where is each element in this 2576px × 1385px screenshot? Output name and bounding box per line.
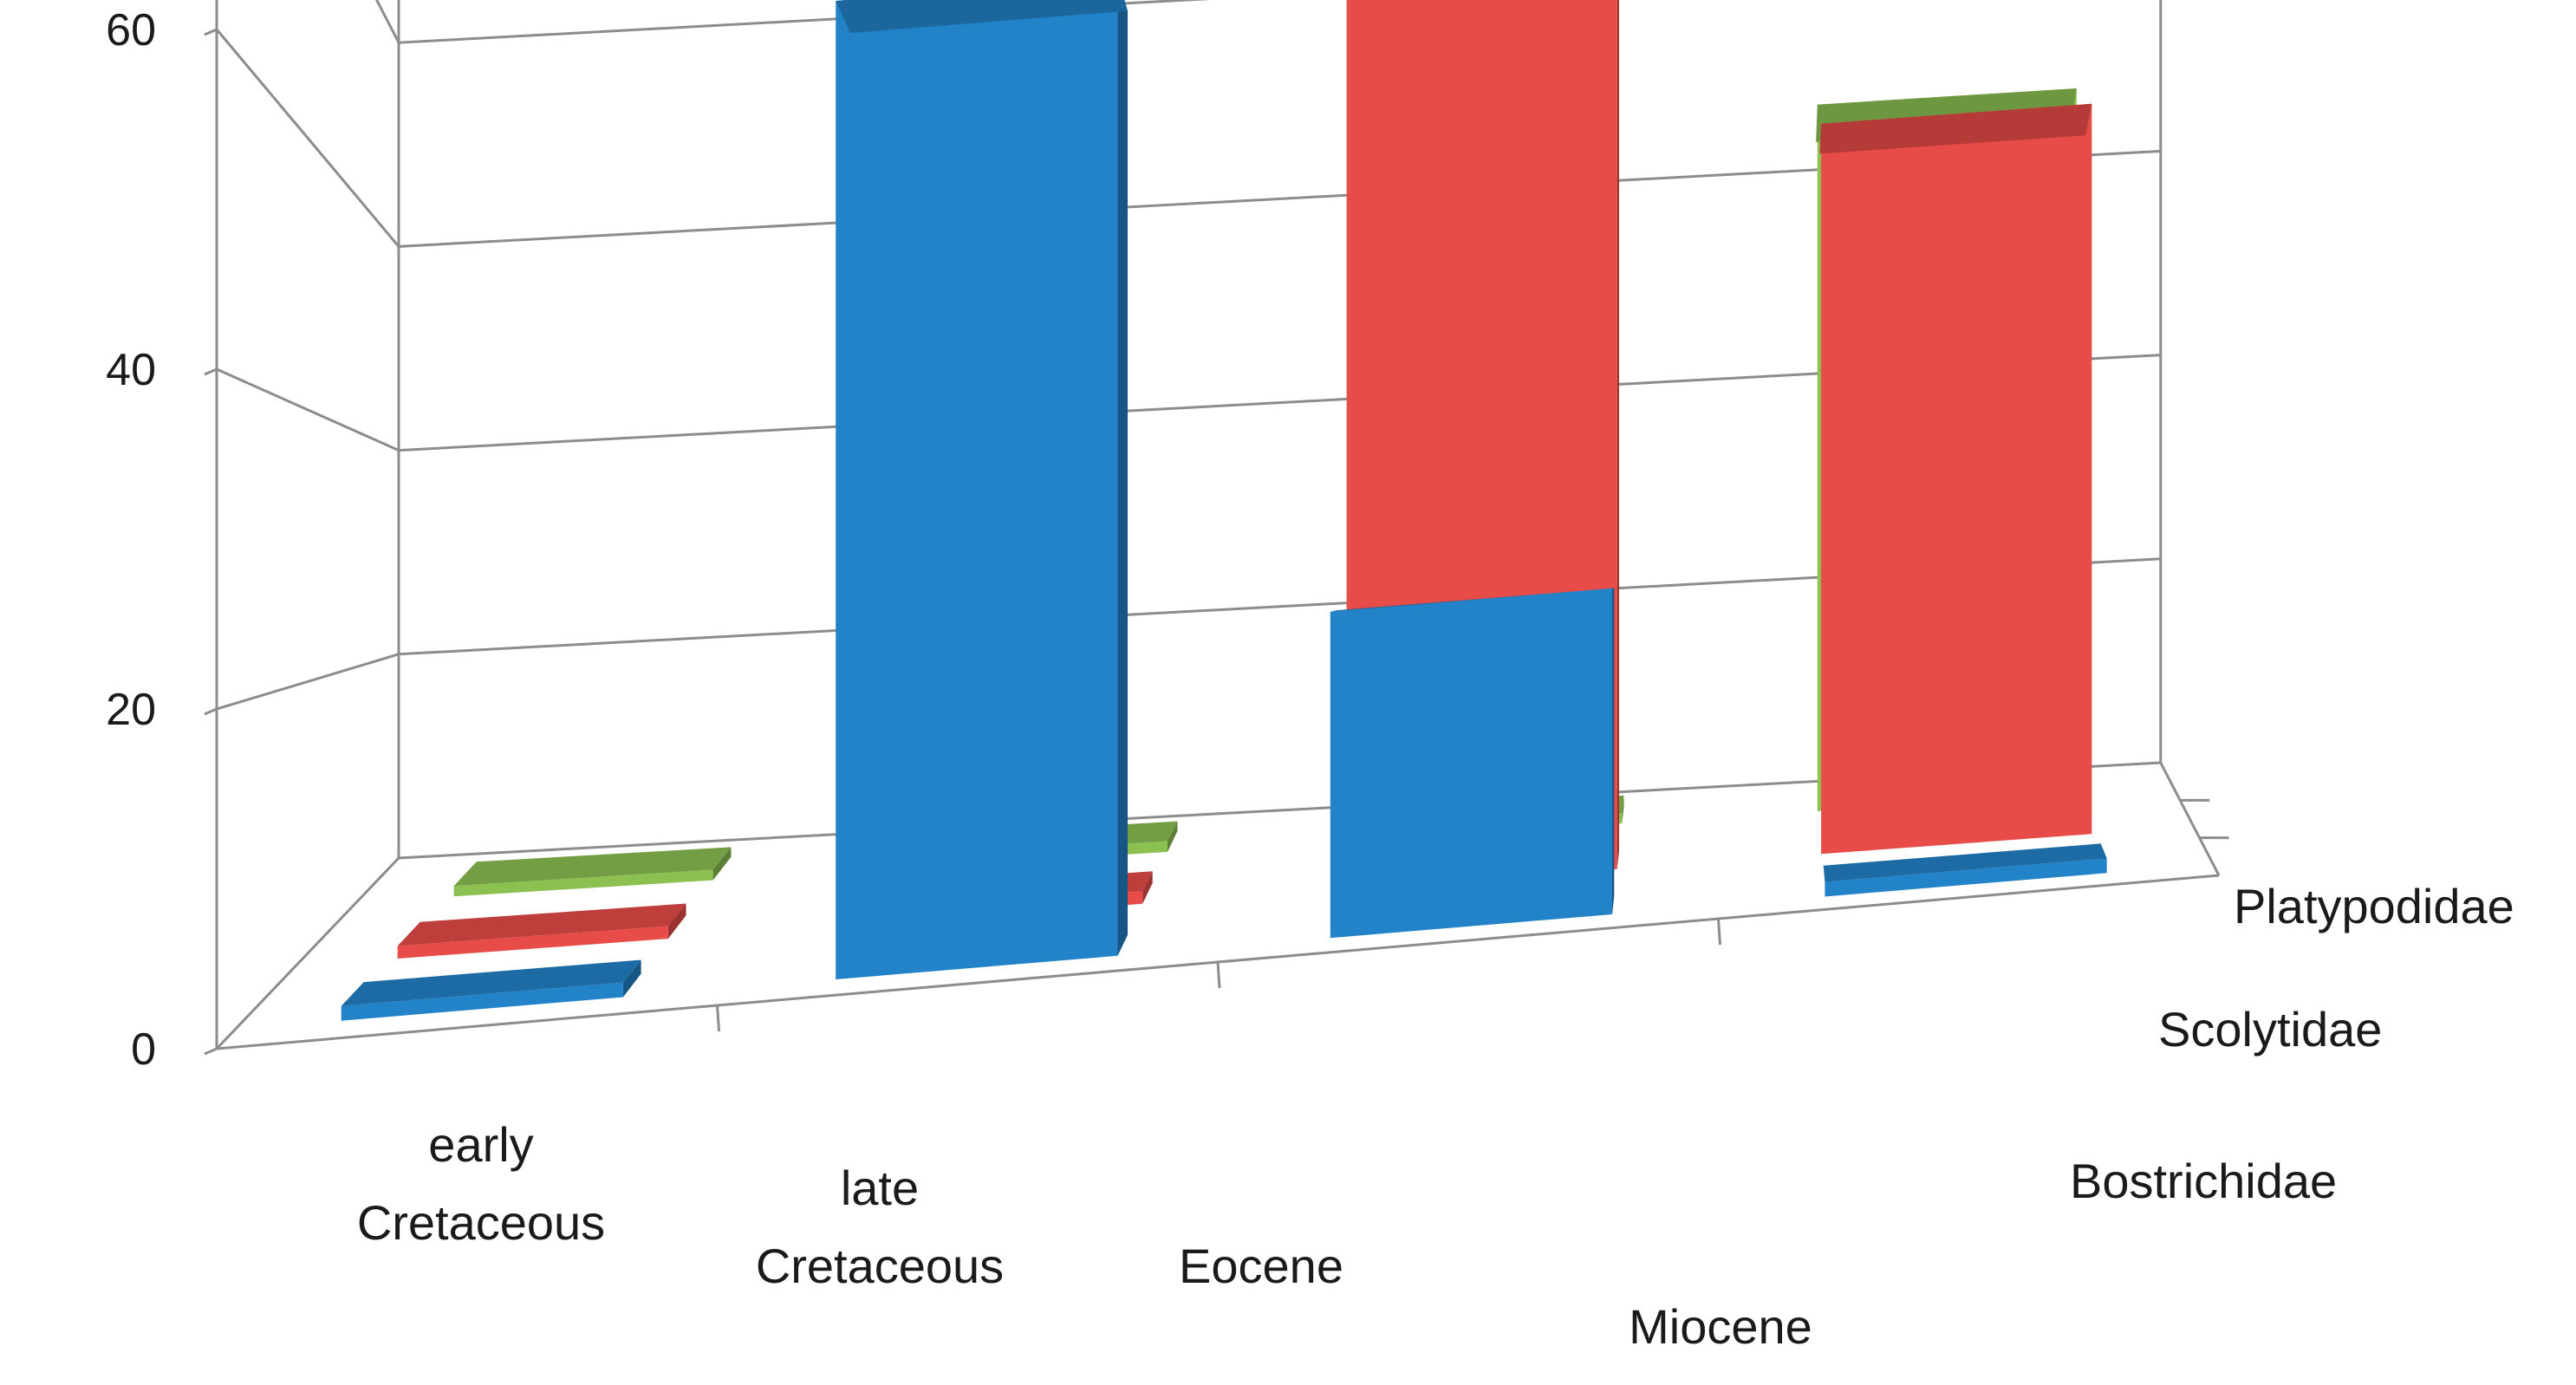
bar-bostrichidae-eocene (1330, 588, 1615, 939)
series-label-scolytidae: Scolytidae (2158, 1002, 2382, 1057)
y-tick-label: 60 (106, 5, 156, 55)
bar-bostrichidae-miocene (1823, 843, 2107, 897)
x-tick-mark (1216, 961, 1221, 989)
category-label-eocene: Eocene (1179, 1239, 1343, 1293)
category-label-miocene: Miocene (1629, 1299, 1812, 1354)
category-label-late-cretaceous: late Cretaceous (756, 1161, 1004, 1293)
x-tick-mark (716, 1005, 720, 1032)
gridline-80 (374, 0, 1211, 44)
category-labels: early Cretaceous late Cretaceous Eocene Mioce… (357, 1117, 1812, 1354)
bar-bostrichidae-late-cretaceous (836, 0, 1128, 979)
y-tick-label: 40 (106, 345, 156, 395)
y-tick-label: 20 (106, 685, 156, 735)
bar-scolytidae-early-cretaceous (397, 903, 686, 959)
y-tick-mark (204, 707, 218, 716)
bar-bostrichidae-early-cretaceous (341, 959, 641, 1021)
bar-scolytidae-miocene (1819, 103, 2092, 855)
y-tick-mark (204, 367, 218, 376)
series-label-platypodidae: Platypodidae (2234, 879, 2514, 933)
depth-axis-line (2159, 762, 2221, 876)
series-labels: Bostrichidae Scolytidae Platypodidae (2070, 879, 2514, 1208)
y-axis-ticks: 020406080100 (106, 5, 218, 1075)
bar-platypodidae-early-cretaceous (453, 847, 732, 897)
y-tick-mark (204, 1047, 218, 1056)
series-label-bostrichidae: Bostrichidae (2070, 1154, 2337, 1208)
axes (215, 0, 2229, 1050)
category-label-early-cretaceous: early Cretaceous (357, 1117, 605, 1250)
y-tick-label: 0 (131, 1024, 156, 1075)
y-tick-mark (204, 28, 218, 36)
x-tick-mark (1717, 918, 1721, 946)
bars (341, 0, 2107, 1021)
